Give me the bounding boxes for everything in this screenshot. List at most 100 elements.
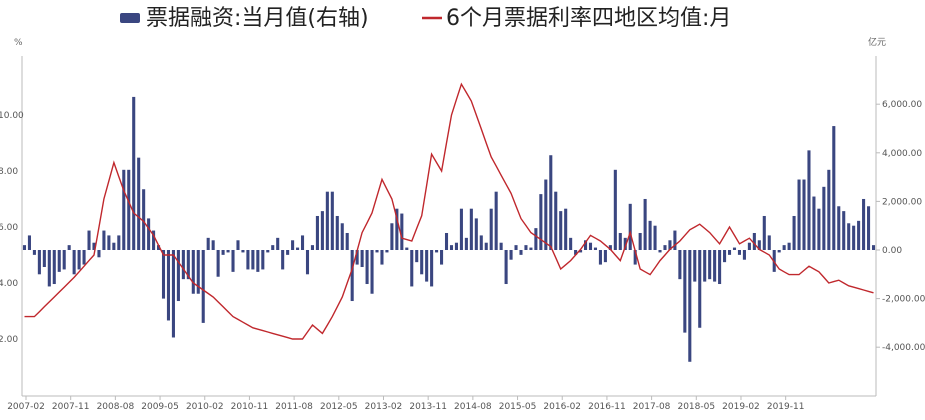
x-tick-label: 2011-08 (275, 402, 313, 412)
bar (276, 237, 280, 250)
bar (216, 250, 220, 277)
x-tick-label: 2017-08 (633, 402, 671, 412)
bar (792, 215, 796, 250)
bar (320, 211, 324, 250)
bar (112, 242, 116, 250)
bar (613, 169, 617, 250)
bar (261, 250, 265, 270)
x-tick-label: 2015-05 (499, 402, 537, 412)
bar (509, 250, 513, 260)
bar (157, 245, 161, 250)
bar (296, 247, 300, 250)
bar (127, 169, 131, 250)
bar (305, 250, 310, 275)
bar (584, 240, 588, 250)
bar (737, 250, 741, 255)
x-tick-label: 2007-02 (7, 402, 45, 412)
bar (281, 250, 285, 270)
bar (643, 198, 647, 250)
right-tick-label: -4,000.00 (882, 343, 925, 353)
bar (469, 208, 473, 250)
bar (176, 250, 180, 302)
bar (802, 179, 806, 250)
bar (579, 250, 583, 253)
x-tick-label: 2007-11 (52, 402, 90, 412)
bar (355, 250, 359, 265)
bar (494, 191, 498, 250)
bar (201, 250, 205, 323)
bar (444, 232, 449, 250)
bar (559, 211, 563, 250)
bar (440, 250, 444, 265)
bar (117, 235, 121, 250)
legend-bar-swatch (120, 13, 140, 23)
x-tick-label: 2010-02 (186, 402, 224, 412)
bar (360, 250, 364, 268)
bar (340, 223, 344, 250)
bar (767, 235, 771, 250)
bar (549, 155, 553, 250)
bar (713, 250, 717, 282)
bar (430, 250, 434, 287)
bar (777, 250, 781, 253)
bar (832, 126, 836, 250)
bar (787, 242, 791, 250)
bar (519, 250, 523, 255)
right-tick-label: 6,000.00 (882, 100, 922, 110)
x-tick-label: 2012-05 (320, 402, 358, 412)
bar (732, 247, 737, 250)
bar (723, 250, 727, 263)
bar (186, 250, 190, 280)
bar (315, 215, 319, 250)
bar (683, 250, 687, 333)
bar (812, 196, 816, 250)
bar (32, 250, 36, 255)
bar (226, 250, 230, 253)
bar (196, 250, 200, 294)
bar (703, 250, 707, 282)
bar (92, 242, 96, 250)
x-tick-label: 2016-02 (543, 402, 581, 412)
bar (663, 245, 667, 250)
bar (375, 250, 379, 253)
bar (236, 240, 240, 250)
bar (57, 250, 61, 272)
bar (598, 250, 602, 265)
x-tick-label: 2014-08 (454, 402, 492, 412)
bar (132, 96, 136, 250)
bar (161, 250, 166, 299)
bar (449, 245, 454, 250)
bar (762, 215, 766, 250)
bar (47, 250, 51, 287)
bar (822, 186, 826, 250)
bar (67, 245, 71, 250)
bar (390, 223, 394, 250)
bar (231, 250, 235, 272)
bar (837, 206, 841, 250)
bar (668, 240, 672, 250)
bar (385, 250, 389, 253)
bar (479, 235, 483, 250)
bar (862, 198, 866, 250)
bar (524, 245, 528, 250)
x-tick-label: 2013-02 (365, 402, 403, 412)
bar (37, 250, 41, 275)
bar (718, 250, 722, 285)
bar (698, 250, 702, 328)
bar (489, 208, 493, 250)
x-tick-label: 2018-05 (677, 402, 715, 412)
x-tick-label: 2016-11 (588, 402, 626, 412)
bar (658, 250, 662, 253)
right-tick-label: -2,000.00 (882, 295, 925, 305)
bar (574, 250, 578, 255)
bar (499, 242, 503, 250)
bar (484, 242, 488, 250)
x-tick-label: 2013-11 (409, 402, 447, 412)
bar (842, 211, 846, 250)
bar (608, 245, 612, 250)
bar (191, 250, 195, 294)
bar (529, 247, 533, 250)
legend-line-label: 6个月票据利率四地区均值:月 (446, 6, 731, 31)
bar (266, 250, 270, 253)
bar (867, 206, 871, 250)
